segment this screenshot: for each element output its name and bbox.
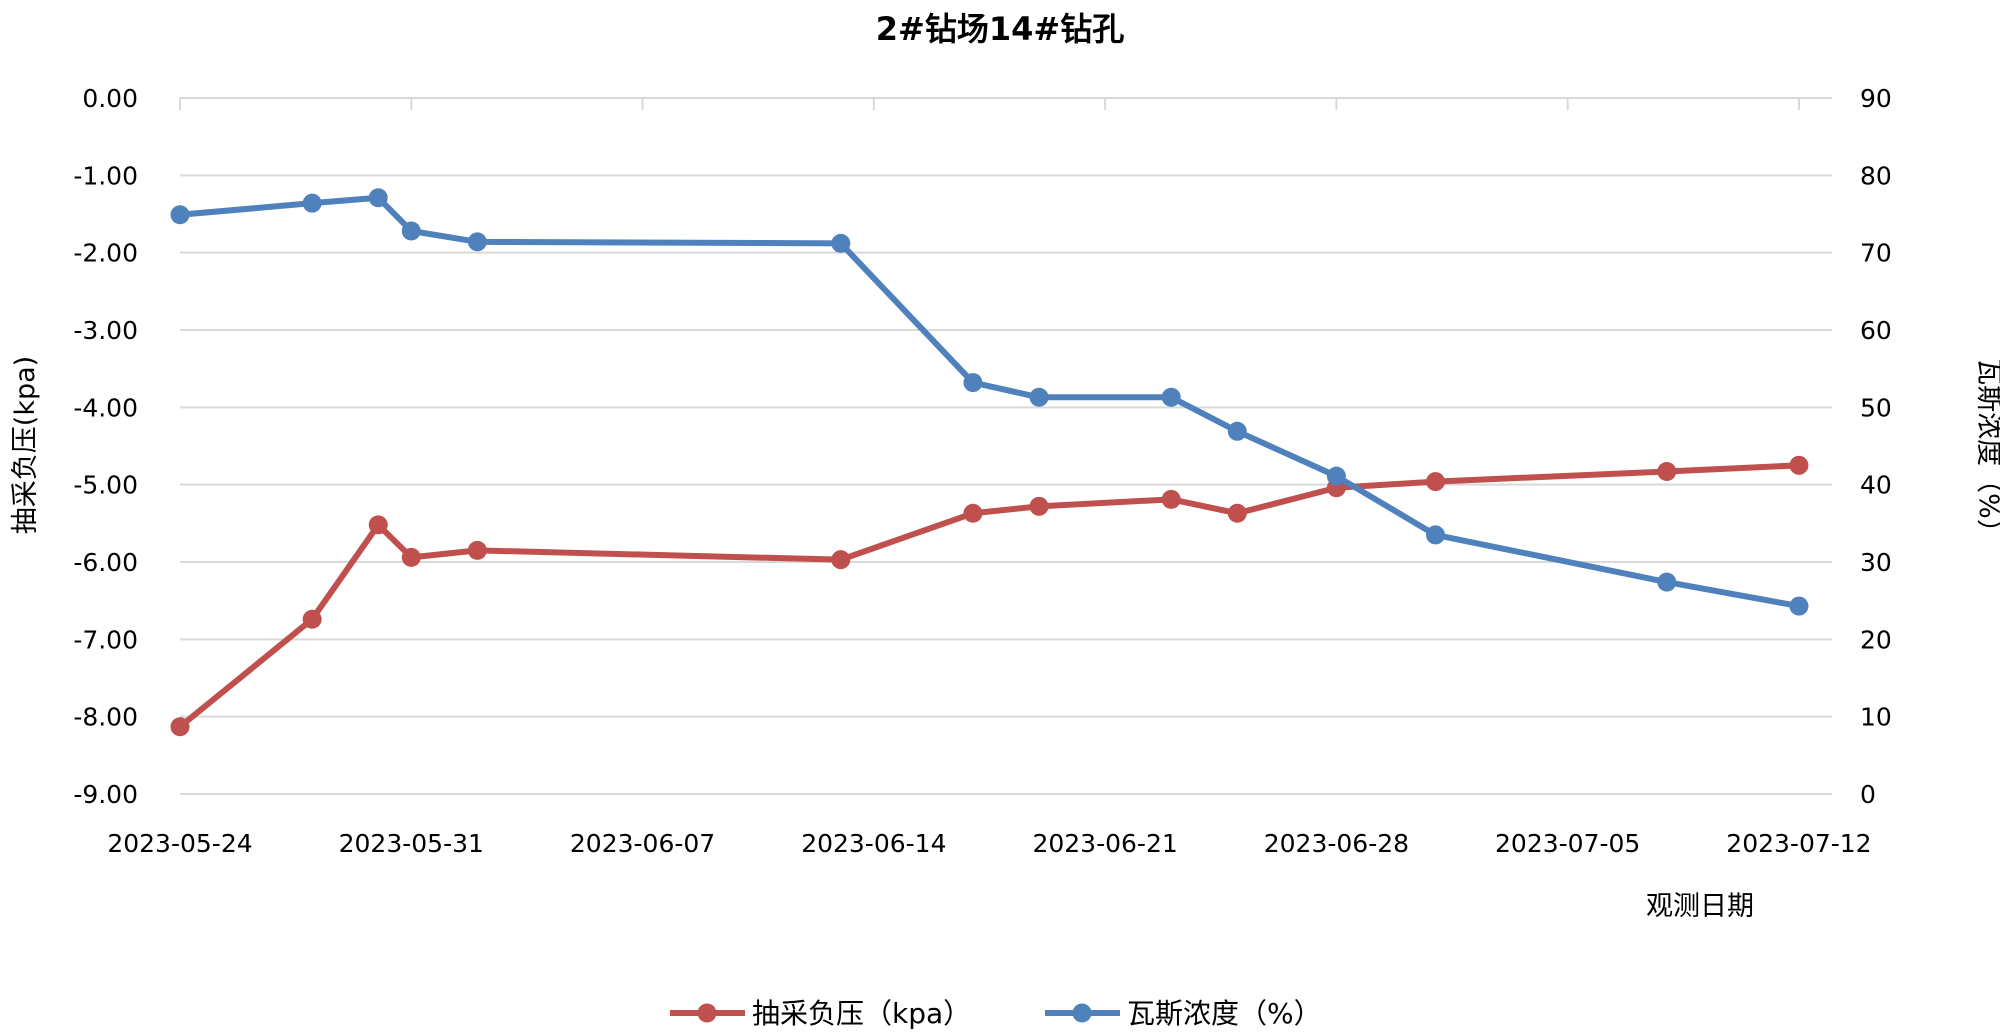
data-point	[170, 717, 190, 737]
data-point	[401, 547, 421, 567]
data-point	[1227, 503, 1247, 523]
y-right-tick-label: 40	[1860, 471, 1892, 500]
data-point	[831, 550, 851, 570]
data-point	[1789, 455, 1809, 475]
data-point	[1426, 525, 1446, 545]
legend-label-2: 瓦斯浓度（%）	[1127, 997, 1322, 1030]
x-axis-title: 观测日期	[1646, 891, 1754, 922]
data-point	[1657, 572, 1677, 592]
y-right-tick-label: 10	[1860, 703, 1892, 732]
y-axis-left-title: 抽采负压(kpa)	[10, 356, 41, 534]
data-point	[302, 609, 322, 629]
x-tick-label: 2023-07-05	[1495, 829, 1640, 858]
y-axis-left: 0.00 -1.00 -2.00 -3.00 -4.00 -5.00 -6.00 -7.00 -…	[73, 84, 138, 809]
y-right-tick-label: 80	[1860, 161, 1892, 190]
y-left-tick-label: -9.00	[73, 780, 138, 809]
data-point	[1227, 421, 1247, 441]
data-point	[368, 188, 388, 208]
data-point	[368, 515, 388, 535]
y-right-tick-label: 60	[1860, 316, 1892, 345]
x-tick-label: 2023-05-24	[107, 829, 252, 858]
x-tick-label: 2023-07-12	[1726, 829, 1871, 858]
legend-label-1: 抽采负压（kpa）	[752, 997, 971, 1030]
y-axis-right: 90 80 70 60 50 40 30 20 10 0	[1860, 84, 1892, 809]
y-right-tick-label: 0	[1860, 780, 1876, 809]
data-point	[401, 221, 421, 241]
y-left-tick-label: -4.00	[73, 393, 138, 422]
y-left-tick-label: -1.00	[73, 161, 138, 190]
data-point	[1326, 466, 1346, 486]
x-tick-label: 2023-05-31	[339, 829, 484, 858]
y-left-tick-label: -2.00	[73, 239, 138, 268]
y-left-tick-label: -7.00	[73, 625, 138, 654]
y-left-tick-label: -5.00	[73, 471, 138, 500]
x-tick-label: 2023-06-21	[1032, 829, 1177, 858]
data-point	[1789, 596, 1809, 616]
y-right-tick-label: 30	[1860, 548, 1892, 577]
data-point	[467, 232, 487, 252]
data-point	[1161, 489, 1181, 509]
data-point	[1426, 472, 1446, 492]
x-tick-label: 2023-06-28	[1264, 829, 1409, 858]
series-line-2	[177, 194, 1802, 610]
y-right-tick-label: 90	[1860, 84, 1892, 113]
y-right-tick-label: 70	[1860, 239, 1892, 268]
series-layer	[170, 188, 1809, 737]
gridlines	[180, 97, 1832, 795]
y-axis-right-title: 瓦斯浓度（%）	[1973, 358, 2000, 546]
data-point	[1161, 387, 1181, 407]
x-axis: 2023-05-24 2023-05-31 2023-06-07 2023-06-14…	[107, 98, 1872, 858]
x-tick-label: 2023-06-07	[570, 829, 715, 858]
data-point	[963, 503, 983, 523]
series-line-1	[177, 462, 1802, 730]
y-left-tick-label: -8.00	[73, 703, 138, 732]
y-left-tick-label: 0.00	[82, 84, 138, 113]
data-point	[1029, 387, 1049, 407]
y-right-tick-label: 20	[1860, 625, 1892, 654]
data-point	[831, 233, 851, 253]
data-point	[467, 540, 487, 560]
legend-marker-1	[697, 1003, 717, 1023]
y-left-tick-label: -3.00	[73, 316, 138, 345]
data-point	[1657, 462, 1677, 482]
data-point	[963, 373, 983, 393]
x-tick-label: 2023-06-14	[801, 829, 946, 858]
data-point	[1029, 496, 1049, 516]
y-left-tick-label: -6.00	[73, 548, 138, 577]
data-point	[302, 193, 322, 213]
chart-title: 2#钻场14#钻孔	[876, 10, 1124, 48]
y-right-tick-label: 50	[1860, 393, 1892, 422]
data-point	[170, 205, 190, 225]
legend: 抽采负压（kpa） 瓦斯浓度（%）	[670, 997, 1322, 1030]
legend-marker-2	[1072, 1003, 1092, 1023]
